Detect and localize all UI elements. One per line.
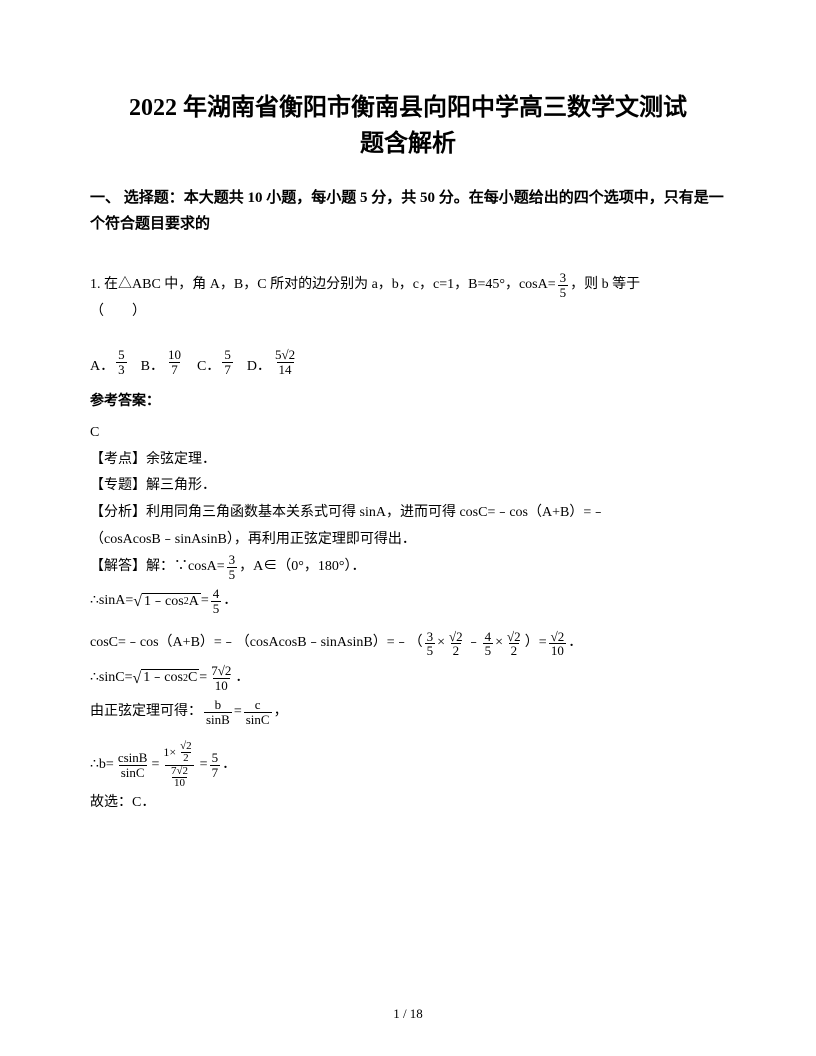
sinC-eq: =	[199, 670, 207, 687]
q1-stem-pre: 1. 在△ABC 中，角 A，B，C 所对的边分别为 a，b，c，c=1，B=4…	[90, 272, 556, 299]
cosC-t2b: √22	[505, 630, 523, 658]
b-top-frac: √2 2	[178, 741, 194, 765]
sinA-post: ．	[223, 593, 237, 610]
sinC-val: 7√2 10	[209, 664, 233, 692]
b-pre: ∴b=	[90, 757, 114, 774]
sinA-radicand: 1﹣cos2A	[142, 593, 201, 611]
doc-title: 2022 年湖南省衡阳市衡南县向阳中学高三数学文测试 题含解析	[90, 90, 726, 162]
page-footer: 1 / 18	[0, 1006, 816, 1022]
answer-letter: C	[90, 420, 726, 447]
tag-kaodian: 【考点】余弦定理．	[90, 447, 726, 474]
cosC-eq: =	[539, 635, 547, 652]
cosC-open: （	[409, 635, 423, 652]
title-line-1: 2022 年湖南省衡阳市衡南县向阳中学高三数学文测试	[129, 95, 687, 121]
eq-sinC: ∴sinC= √ 1﹣cos2C = 7√2 10 ．	[90, 664, 726, 692]
q1-stem: 1. 在△ABC 中，角 A，B，C 所对的边分别为 a，b，c，c=1，B=4…	[90, 271, 726, 299]
final-line: 故选：C．	[90, 790, 726, 817]
tag-zhuanti: 【专题】解三角形．	[90, 473, 726, 500]
cosC-minus: ﹣	[467, 635, 481, 652]
cosC-post: ．	[568, 635, 582, 652]
sinelaw-post: ，	[274, 704, 288, 721]
sinA-val: 4 5	[211, 587, 222, 615]
jieda-post: ，A∈（0°，180°）．	[239, 554, 365, 581]
cosC-t2a: 45	[483, 630, 494, 658]
b-post: ．	[222, 757, 236, 774]
b-bigfrac: 1× √2 2 7√2 10	[161, 741, 197, 790]
title-line-2: 题含解析	[360, 131, 456, 157]
opt-D-label: D．	[247, 359, 271, 376]
tag-fenxi: 【分析】利用同角三角函数基本关系式可得 sinA，进而可得 cosC=﹣cos（…	[90, 500, 726, 527]
q1-stem-post: ，则 b 等于	[570, 272, 640, 299]
opt-B-label: B．	[141, 359, 164, 376]
sinC-radicand: 1﹣cos2C	[141, 669, 199, 687]
sinelaw-r: csinC	[244, 698, 272, 726]
b-frac1: csinB sinC	[116, 751, 150, 779]
q1-paren: （ ）	[90, 299, 726, 326]
sinC-post: ．	[235, 670, 249, 687]
b-bot-frac: 7√2 10	[169, 766, 190, 790]
sqrt-icon-2: √ 1﹣cos2C	[132, 669, 199, 687]
cosC-x2: ×	[495, 635, 503, 652]
opt-A-frac: 5 3	[116, 348, 127, 376]
b-val: 5 7	[210, 751, 221, 779]
opt-B-frac: 10 7	[166, 348, 183, 376]
opt-C-label: C．	[197, 359, 220, 376]
tag-jieda: 【解答】解：∵cosA= 3 5 ，A∈（0°，180°）．	[90, 553, 726, 581]
opt-A-label: A．	[90, 359, 114, 376]
q1-options: A． 5 3 B． 10 7 C． 5 7 D． 5√2 14	[90, 348, 726, 376]
eq-sine-law: 由正弦定理可得： bsinB = csinC ，	[90, 698, 726, 726]
jieda-pre: 【解答】解：∵cosA=	[90, 554, 225, 581]
sqrt-icon: √ 1﹣cos2A	[133, 593, 201, 611]
sinA-eq: =	[201, 593, 209, 610]
cosC-val: √210	[549, 630, 567, 658]
sinA-pre: ∴sinA=	[90, 593, 133, 610]
cosC-t1a: 35	[425, 630, 436, 658]
sinelaw-pre: 由正弦定理可得：	[90, 704, 202, 721]
q1-cosA-frac: 3 5	[558, 271, 569, 299]
opt-C-frac: 5 7	[222, 348, 233, 376]
section-heading: 一、 选择题：本大题共 10 小题，每小题 5 分，共 50 分。在每小题给出的…	[90, 186, 726, 237]
page: 2022 年湖南省衡阳市衡南县向阳中学高三数学文测试 题含解析 一、 选择题：本…	[0, 0, 816, 1056]
b-eq1: =	[151, 757, 159, 774]
cosC-lhs: cosC=﹣cos（A+B）=﹣（cosAcosB﹣sinAsinB）=﹣	[90, 635, 409, 652]
cosC-close: ）	[525, 635, 539, 652]
b-top-coeff: 1×	[163, 746, 176, 759]
cosC-t1b: √22	[447, 630, 465, 658]
jieda-frac: 3 5	[227, 553, 238, 581]
sinC-pre: ∴sinC=	[90, 670, 132, 687]
b-eq2: =	[200, 757, 208, 774]
sinelaw-l: bsinB	[204, 698, 232, 726]
eq-cosC: cosC=﹣cos（A+B）=﹣（cosAcosB﹣sinAsinB）=﹣ （ …	[90, 630, 726, 658]
eq-b: ∴b= csinB sinC = 1× √2 2 7√2 10 =	[90, 741, 726, 790]
answer-heading: 参考答案：	[90, 390, 726, 410]
sinelaw-eq: =	[234, 704, 242, 721]
cosC-x1: ×	[437, 635, 445, 652]
eq-sinA: ∴sinA= √ 1﹣cos2A = 4 5 ．	[90, 587, 726, 615]
opt-D-frac: 5√2 14	[273, 348, 297, 376]
tag-fenxi-2: （cosAcosB﹣sinAsinB），再利用正弦定理即可得出．	[90, 527, 726, 554]
